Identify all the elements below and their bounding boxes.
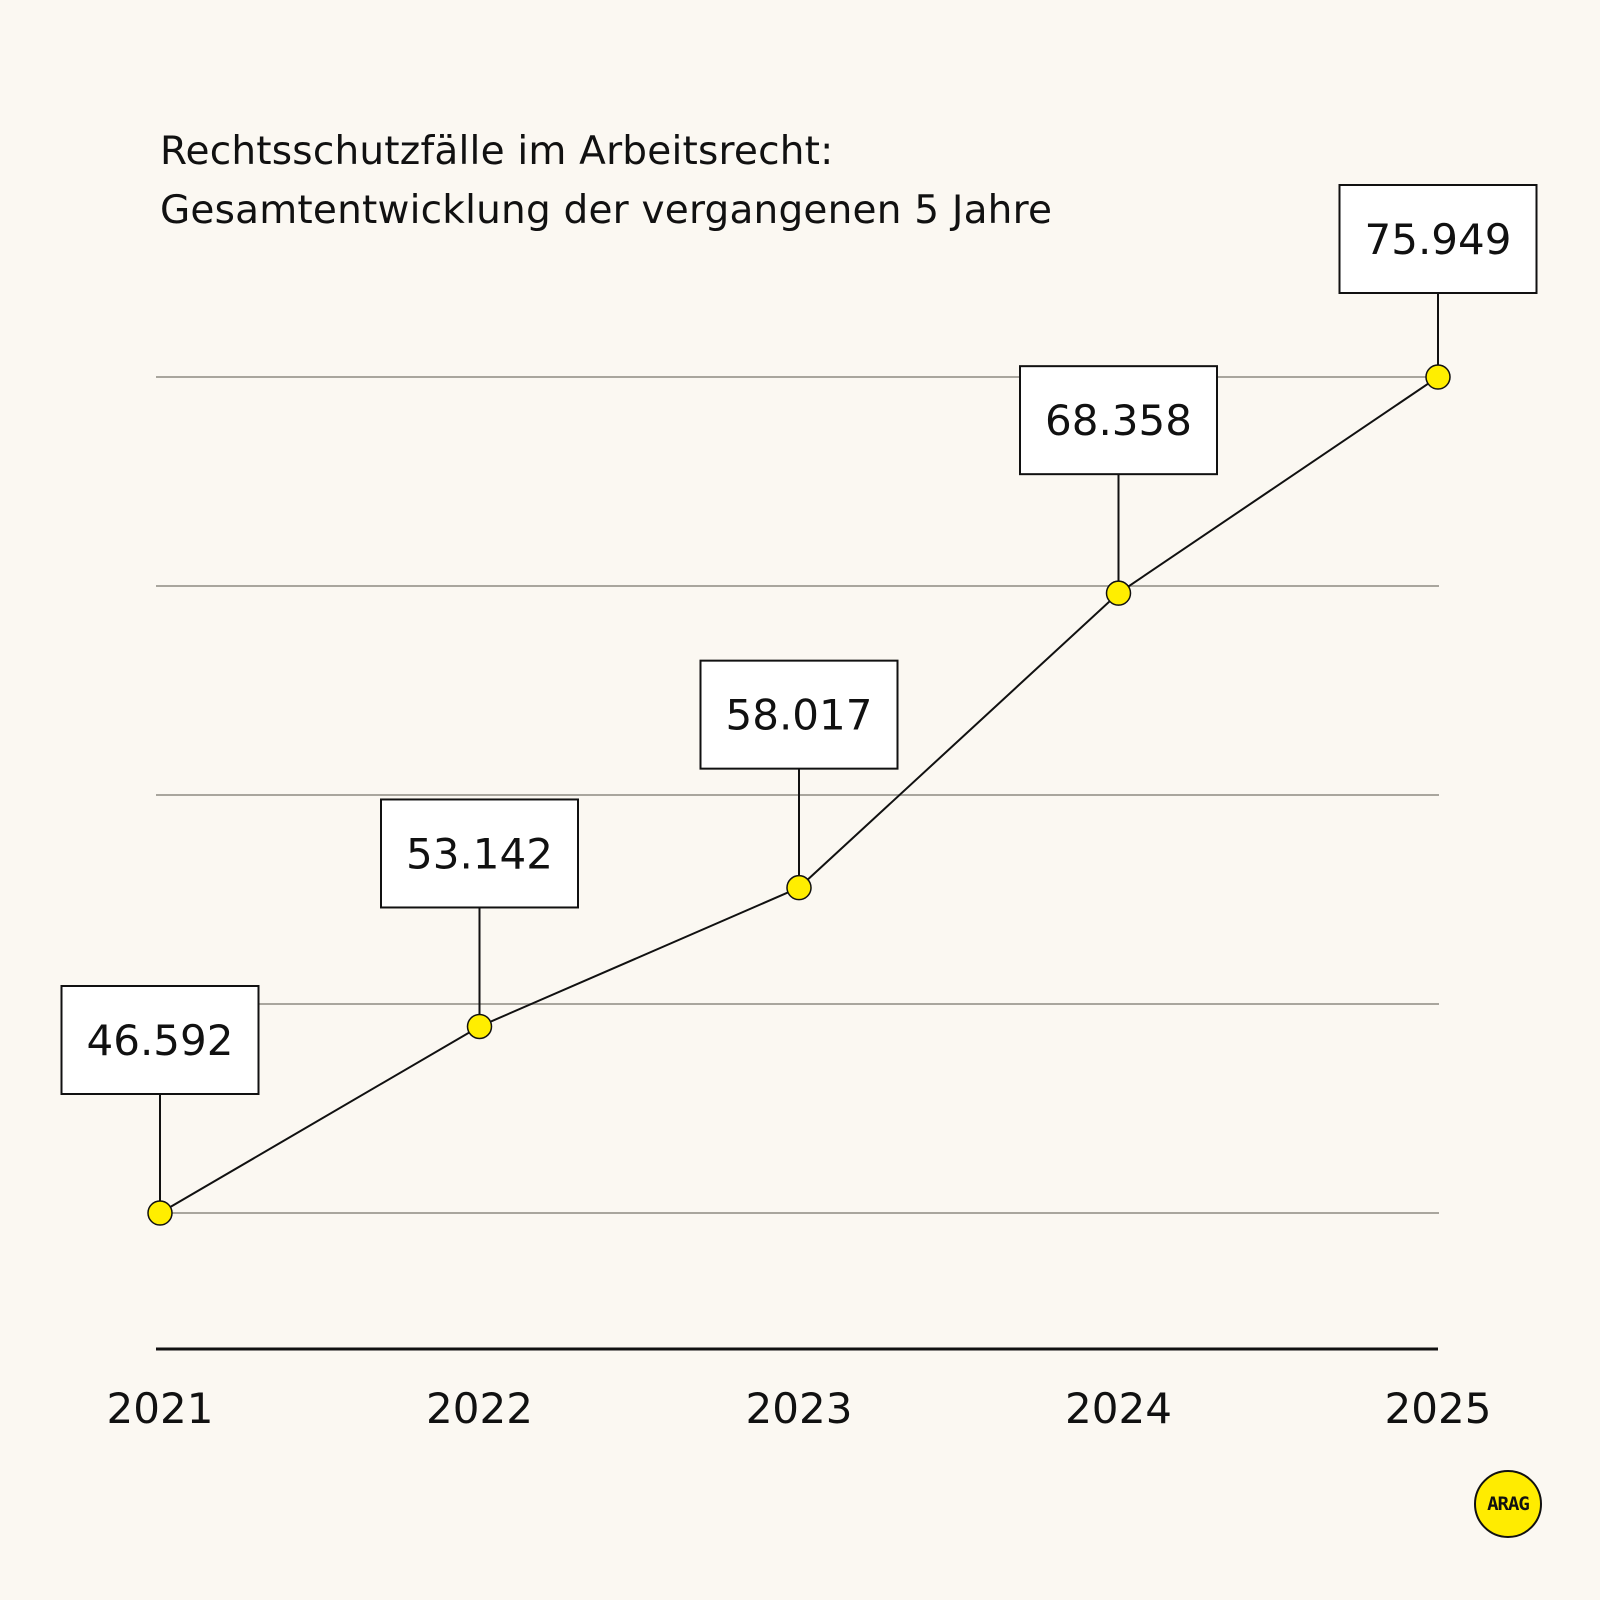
x-tick-label: 2021 [107, 1384, 214, 1433]
data-point-marker [1425, 364, 1451, 390]
chart-title-line-2: Gesamtentwicklung der vergangenen 5 Jahr… [160, 188, 1053, 233]
data-point-marker [1105, 580, 1132, 606]
data-label-box [380, 798, 579, 909]
x-tick-label: 2025 [1385, 1384, 1492, 1433]
logo-text: ARAG [1487, 1493, 1530, 1515]
data-label-box [699, 659, 899, 770]
data-label: 68.358 [1045, 396, 1192, 445]
data-point-marker [466, 1013, 493, 1040]
data-label: 53.142 [406, 829, 553, 878]
data-point-marker [147, 1200, 173, 1226]
chart-title-line-1: Rechtsschutzfälle im Arbeitsrecht: [160, 129, 834, 174]
data-label: 58.017 [726, 691, 873, 740]
x-tick-label: 2022 [426, 1384, 533, 1433]
data-label-box [1019, 365, 1218, 476]
arag-logo: ARAG [1474, 1470, 1542, 1538]
chart-title: Rechtsschutzfälle im Arbeitsrecht: Gesam… [160, 122, 1052, 240]
x-tick-label: 2023 [746, 1384, 853, 1433]
data-point-marker [786, 874, 812, 901]
data-label: 75.949 [1365, 215, 1512, 264]
data-label-box [1338, 184, 1538, 294]
data-label: 46.592 [87, 1016, 234, 1065]
x-tick-label: 2024 [1065, 1384, 1172, 1433]
data-label-box [60, 985, 260, 1095]
